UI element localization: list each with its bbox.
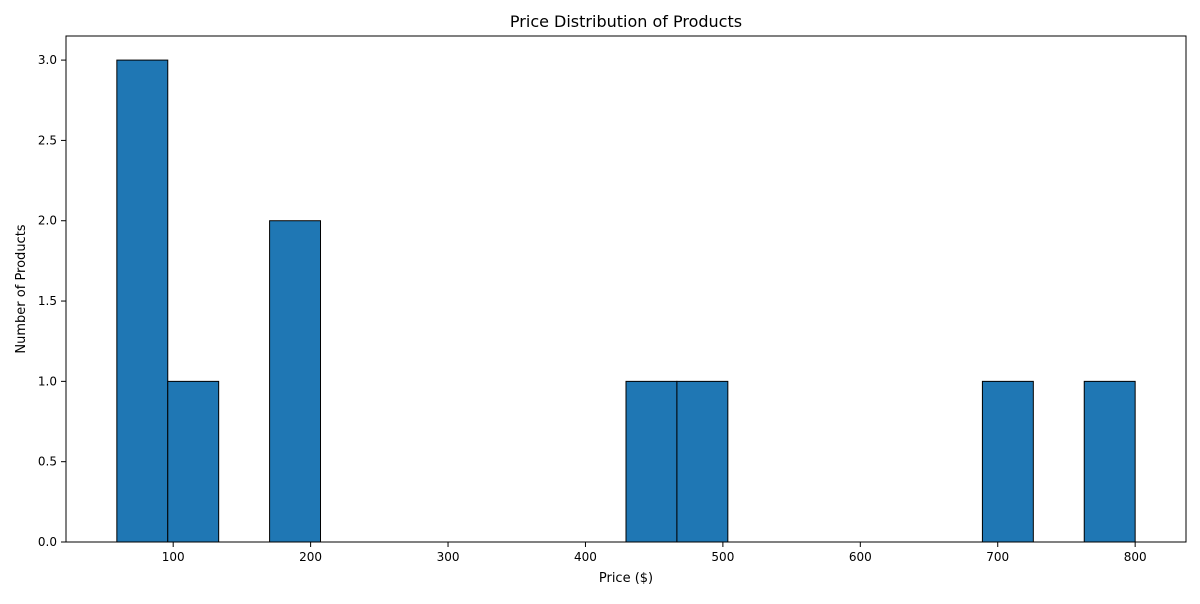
x-tick-label: 300 bbox=[437, 550, 460, 564]
histogram-bar bbox=[1083, 380, 1136, 543]
y-axis: 0.0 0.5 1.0 1.5 2.0 2.5 3.0 bbox=[38, 53, 66, 549]
y-tick-label: 2.5 bbox=[38, 133, 57, 147]
histogram-bar bbox=[116, 59, 169, 543]
histogram-bar bbox=[269, 220, 322, 543]
x-tick-label: 100 bbox=[162, 550, 185, 564]
y-tick-label: 0.0 bbox=[38, 535, 57, 549]
histogram-bar bbox=[167, 380, 220, 543]
histogram-bar bbox=[981, 380, 1034, 543]
x-axis: 100 200 300 400 500 600 700 800 bbox=[162, 542, 1147, 564]
x-tick-label: 600 bbox=[849, 550, 872, 564]
x-tick-label: 400 bbox=[574, 550, 597, 564]
x-tick-label: 200 bbox=[299, 550, 322, 564]
y-tick-label: 1.0 bbox=[38, 374, 57, 388]
y-tick-label: 2.0 bbox=[38, 214, 57, 228]
chart-title: Price Distribution of Products bbox=[510, 12, 742, 31]
y-tick-label: 3.0 bbox=[38, 53, 57, 67]
x-tick-label: 700 bbox=[986, 550, 1009, 564]
histogram-bar bbox=[676, 380, 729, 543]
y-tick-label: 1.5 bbox=[38, 294, 57, 308]
histogram-bar bbox=[625, 380, 678, 543]
x-tick-label: 500 bbox=[711, 550, 734, 564]
y-tick-label: 0.5 bbox=[38, 455, 57, 469]
x-tick-label: 800 bbox=[1124, 550, 1147, 564]
y-axis-label: Number of Products bbox=[14, 224, 29, 353]
x-axis-label: Price ($) bbox=[599, 571, 653, 586]
bars-group bbox=[116, 59, 1136, 543]
plot-frame bbox=[65, 35, 1187, 543]
